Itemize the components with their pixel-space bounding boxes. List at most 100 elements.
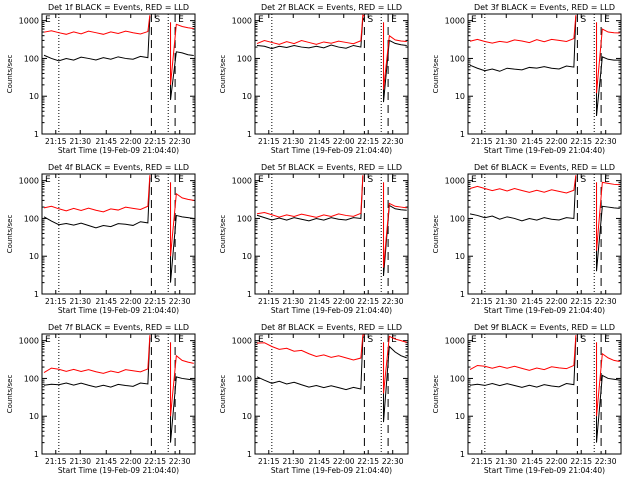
segment-marker: S xyxy=(580,15,586,25)
y-tick-label: 100 xyxy=(237,214,252,223)
plot-frame xyxy=(41,333,196,455)
plot-frame xyxy=(254,333,409,455)
y-tick-label: 1000 xyxy=(19,337,39,346)
plot-frame xyxy=(41,13,196,135)
segment-marker: E xyxy=(471,15,477,25)
x-tick-label: 21:45 xyxy=(95,457,117,466)
y-axis-label: Counts/sec xyxy=(432,55,440,94)
y-tick-label: 10 xyxy=(242,412,252,421)
x-tick-label: 21:30 xyxy=(69,297,91,306)
y-axis-label: Counts/sec xyxy=(6,215,14,254)
x-tick-label: 21:30 xyxy=(495,137,517,146)
x-tick-label: 21:15 xyxy=(258,297,280,306)
x-tick-label: 21:15 xyxy=(258,137,280,146)
x-axis-label: Start Time (19-Feb-09 21:04:40) xyxy=(271,466,392,475)
y-axis-label: Counts/sec xyxy=(432,215,440,254)
plot-frame xyxy=(467,13,622,135)
plot-frame xyxy=(467,333,622,455)
segment-marker: E xyxy=(391,335,397,345)
x-tick-label: 21:15 xyxy=(258,457,280,466)
y-tick-label: 1000 xyxy=(445,337,465,346)
x-axis-label: Start Time (19-Feb-09 21:04:40) xyxy=(58,146,179,155)
y-tick-label: 10 xyxy=(29,92,39,101)
x-tick-label: 22:00 xyxy=(333,297,355,306)
y-tick-label: 10 xyxy=(455,412,465,421)
plot-frame xyxy=(41,173,196,295)
y-tick-label: 100 xyxy=(24,54,39,63)
x-axis-label: Start Time (19-Feb-09 21:04:40) xyxy=(484,306,605,315)
segment-marker: E xyxy=(45,335,51,345)
x-tick-label: 22:15 xyxy=(357,297,379,306)
y-tick-label: 1000 xyxy=(232,337,252,346)
plot-frame xyxy=(467,173,622,295)
x-tick-label: 22:30 xyxy=(382,137,404,146)
x-tick-label: 22:15 xyxy=(570,137,592,146)
y-tick-label: 10 xyxy=(29,412,39,421)
y-tick-label: 100 xyxy=(450,374,465,383)
x-tick-label: 22:30 xyxy=(595,137,617,146)
x-tick-label: 21:30 xyxy=(69,137,91,146)
x-tick-label: 21:15 xyxy=(471,137,493,146)
x-tick-label: 22:15 xyxy=(357,457,379,466)
series-lld-line xyxy=(43,335,194,417)
x-axis-label: Start Time (19-Feb-09 21:04:40) xyxy=(484,146,605,155)
series-events-line xyxy=(256,15,407,103)
segment-marker: S xyxy=(154,175,160,185)
x-tick-label: 22:30 xyxy=(595,297,617,306)
x-tick-label: 21:30 xyxy=(495,297,517,306)
segment-marker: S xyxy=(580,335,586,345)
y-tick-label: 1 xyxy=(460,130,465,139)
x-tick-label: 21:15 xyxy=(471,297,493,306)
x-tick-label: 21:45 xyxy=(521,297,543,306)
segment-marker: S xyxy=(154,15,160,25)
x-axis-label: Start Time (19-Feb-09 21:04:40) xyxy=(271,146,392,155)
panel-title: Det 2f BLACK = Events, RED = LLD xyxy=(261,3,402,12)
segment-marker: E xyxy=(178,175,184,185)
segment-marker: E xyxy=(604,335,610,345)
x-tick-label: 21:30 xyxy=(282,137,304,146)
x-axis-label: Start Time (19-Feb-09 21:04:40) xyxy=(484,466,605,475)
plot-frame xyxy=(254,13,409,135)
panel-title: Det 3f BLACK = Events, RED = LLD xyxy=(474,3,615,12)
x-axis-label: Start Time (19-Feb-09 21:04:40) xyxy=(58,306,179,315)
y-tick-label: 1 xyxy=(247,130,252,139)
x-tick-label: 22:15 xyxy=(144,457,166,466)
segment-marker: E xyxy=(45,15,51,25)
series-lld-line xyxy=(469,15,620,94)
series-lld-line xyxy=(43,175,194,257)
x-tick-label: 22:30 xyxy=(382,457,404,466)
panel-title: Det 5f BLACK = Events, RED = LLD xyxy=(261,163,402,172)
x-tick-label: 21:45 xyxy=(95,297,117,306)
x-tick-label: 22:00 xyxy=(546,457,568,466)
segment-marker: E xyxy=(258,15,264,25)
x-tick-label: 22:30 xyxy=(169,137,191,146)
x-tick-label: 21:15 xyxy=(45,137,67,146)
y-tick-label: 100 xyxy=(237,54,252,63)
panel-title: Det 1f BLACK = Events, RED = LLD xyxy=(48,3,189,12)
x-tick-label: 21:30 xyxy=(495,457,517,466)
y-tick-label: 10 xyxy=(455,92,465,101)
plot-frame xyxy=(254,173,409,295)
x-tick-label: 21:45 xyxy=(308,137,330,146)
series-events-line xyxy=(256,335,407,423)
x-tick-label: 22:00 xyxy=(333,137,355,146)
series-lld-line xyxy=(256,14,407,90)
y-tick-label: 100 xyxy=(24,214,39,223)
x-axis-label: Start Time (19-Feb-09 21:04:40) xyxy=(58,466,179,475)
segment-marker: E xyxy=(178,335,184,345)
x-tick-label: 21:45 xyxy=(521,137,543,146)
y-tick-label: 1000 xyxy=(445,177,465,186)
segment-marker: S xyxy=(367,15,373,25)
y-tick-label: 100 xyxy=(450,54,465,63)
y-tick-label: 10 xyxy=(455,252,465,261)
segment-marker: S xyxy=(367,175,373,185)
series-lld-line xyxy=(43,15,194,85)
segment-marker: E xyxy=(391,15,397,25)
segment-marker: E xyxy=(258,335,264,345)
y-tick-label: 100 xyxy=(450,214,465,223)
x-tick-label: 21:30 xyxy=(282,457,304,466)
y-tick-label: 1 xyxy=(34,450,39,459)
x-tick-label: 21:30 xyxy=(69,457,91,466)
x-tick-label: 22:30 xyxy=(169,297,191,306)
